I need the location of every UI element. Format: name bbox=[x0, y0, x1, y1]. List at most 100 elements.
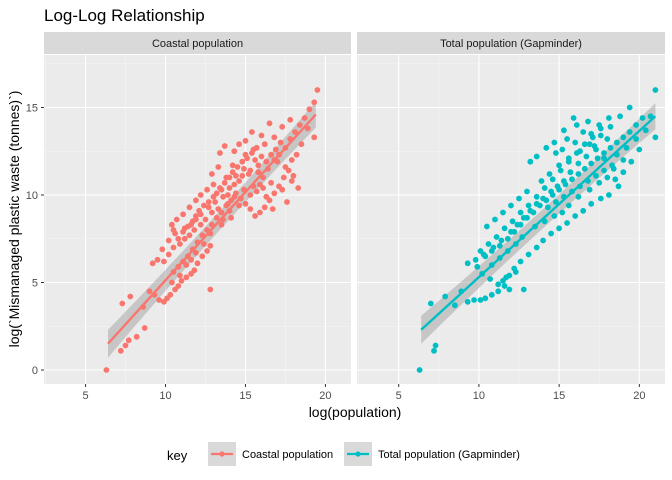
data-point bbox=[279, 123, 286, 130]
data-point bbox=[293, 151, 300, 158]
data-point bbox=[247, 192, 254, 198]
data-point bbox=[573, 122, 580, 128]
data-point bbox=[548, 230, 554, 237]
data-point bbox=[477, 297, 484, 303]
data-point bbox=[186, 232, 193, 239]
data-point bbox=[205, 199, 212, 205]
data-point bbox=[223, 174, 230, 181]
data-point bbox=[498, 237, 505, 244]
data-point bbox=[601, 150, 607, 156]
x-tick-label: 15 bbox=[553, 390, 565, 402]
data-point bbox=[477, 248, 484, 254]
data-point bbox=[492, 216, 498, 223]
data-point bbox=[210, 181, 217, 188]
data-point bbox=[501, 225, 508, 232]
data-point bbox=[623, 144, 630, 151]
data-point bbox=[268, 151, 274, 158]
data-point bbox=[633, 122, 639, 128]
data-point bbox=[231, 148, 238, 155]
data-point bbox=[207, 286, 214, 293]
data-point bbox=[252, 213, 258, 219]
data-point bbox=[173, 216, 180, 223]
data-point bbox=[533, 193, 540, 200]
x-tick-label: 20 bbox=[633, 390, 645, 402]
legend: key Coastal population Total population … bbox=[167, 442, 520, 466]
data-point bbox=[261, 204, 268, 211]
data-point bbox=[221, 179, 228, 186]
data-point bbox=[583, 153, 590, 160]
data-point bbox=[247, 167, 254, 174]
data-point bbox=[311, 99, 318, 106]
data-point bbox=[201, 202, 207, 209]
data-point bbox=[561, 178, 567, 184]
y-axis-title: log(`Mismanaged plastic waste (tonnes)`) bbox=[6, 91, 22, 348]
data-point bbox=[508, 202, 514, 209]
data-point bbox=[496, 242, 503, 249]
data-point bbox=[545, 204, 551, 211]
data-point bbox=[565, 202, 572, 209]
x-tick-label: 5 bbox=[396, 390, 402, 402]
data-point bbox=[165, 251, 172, 258]
data-point bbox=[221, 143, 228, 149]
data-point bbox=[520, 214, 527, 221]
y-tick-label: 0 bbox=[32, 365, 38, 377]
data-point bbox=[487, 276, 493, 282]
data-point bbox=[652, 134, 659, 141]
data-point bbox=[298, 141, 305, 148]
data-point bbox=[540, 237, 546, 244]
data-point bbox=[165, 237, 172, 244]
data-point bbox=[564, 220, 570, 226]
data-point bbox=[503, 274, 510, 281]
data-point bbox=[236, 141, 243, 148]
grid-coastal bbox=[44, 55, 351, 384]
data-point bbox=[204, 186, 211, 193]
data-point bbox=[604, 136, 611, 142]
data-point bbox=[514, 221, 521, 228]
data-point bbox=[239, 158, 246, 165]
data-point bbox=[553, 150, 559, 156]
data-point bbox=[288, 157, 295, 163]
x-axis-title: log(population) bbox=[309, 404, 402, 420]
data-point bbox=[288, 178, 295, 184]
data-point bbox=[257, 209, 263, 216]
data-point bbox=[258, 153, 265, 160]
data-point bbox=[199, 253, 206, 260]
y-tick-label: 5 bbox=[32, 278, 38, 290]
data-point bbox=[272, 146, 279, 153]
data-point bbox=[226, 185, 233, 191]
data-point bbox=[220, 193, 227, 200]
data-point bbox=[178, 277, 185, 284]
data-point bbox=[615, 183, 622, 190]
data-point bbox=[242, 200, 249, 207]
data-point bbox=[127, 293, 134, 300]
data-point bbox=[506, 286, 513, 293]
data-point bbox=[268, 179, 274, 186]
data-point bbox=[146, 288, 153, 295]
data-point bbox=[263, 158, 270, 165]
y-tick-label: 10 bbox=[26, 190, 38, 202]
data-point bbox=[567, 169, 574, 176]
data-point bbox=[250, 146, 257, 153]
data-point bbox=[306, 106, 313, 113]
data-point bbox=[606, 115, 612, 121]
data-point bbox=[516, 195, 522, 202]
data-point bbox=[258, 132, 265, 139]
data-point bbox=[260, 174, 266, 181]
data-point bbox=[311, 134, 318, 141]
x-tick-label: 10 bbox=[473, 390, 485, 402]
data-point bbox=[197, 211, 204, 218]
data-point bbox=[488, 291, 495, 298]
data-point bbox=[504, 235, 511, 242]
data-point bbox=[277, 139, 284, 146]
data-point bbox=[561, 127, 567, 134]
facet-label-coastal: Coastal population bbox=[152, 38, 243, 50]
data-point bbox=[533, 200, 540, 207]
data-point bbox=[601, 167, 607, 174]
data-point bbox=[525, 251, 532, 258]
data-point bbox=[652, 87, 659, 93]
data-point bbox=[249, 129, 255, 135]
data-point bbox=[234, 164, 241, 170]
data-point bbox=[575, 193, 582, 200]
data-point bbox=[472, 256, 479, 263]
x-tick-label: 20 bbox=[319, 390, 331, 402]
